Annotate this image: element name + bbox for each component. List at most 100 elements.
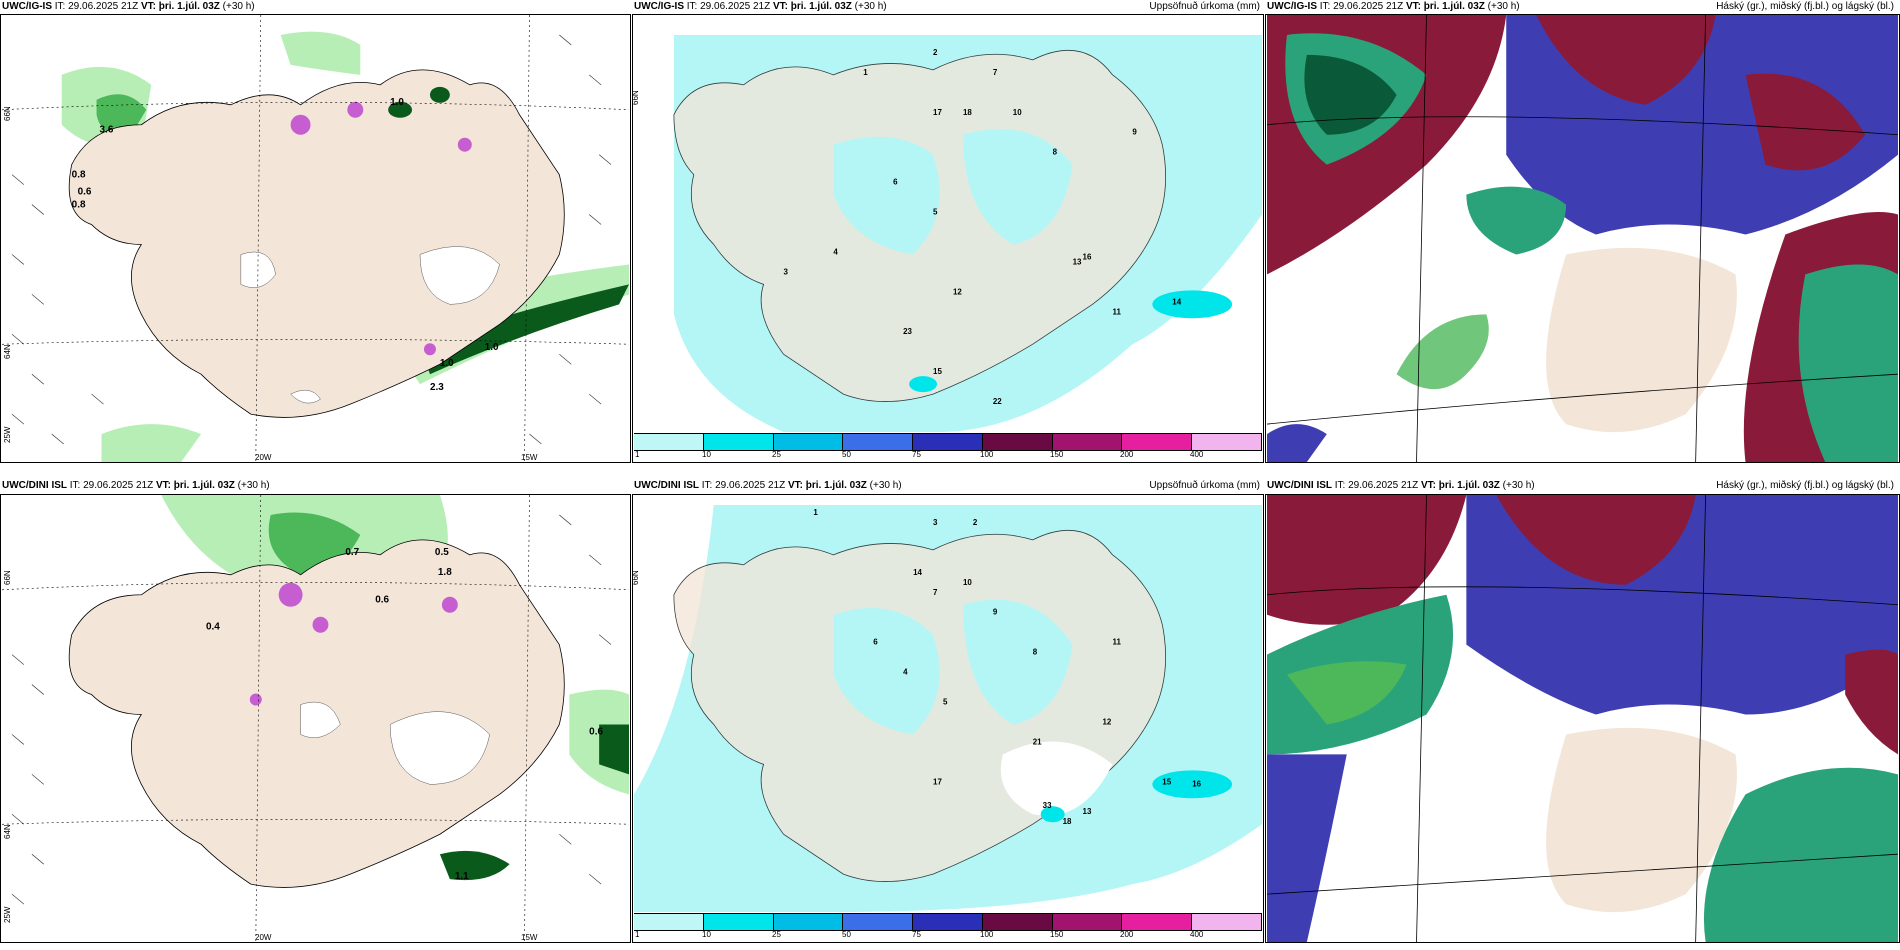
panel-bottom-middle-precip: 1 3 2 14 7 10 6 4 5 9 8 17 21 12 15 16 1…	[632, 494, 1264, 943]
svg-text:4: 4	[903, 668, 908, 677]
header-bottom-left: UWC/DINI ISL IT: 29.06.2025 21Z VT: þri.…	[2, 480, 270, 491]
svg-text:16: 16	[1083, 252, 1092, 261]
precip-map-svg: 2 1 7 17 18 10 8 6 5 4 3 12 13 15 22 23 …	[634, 15, 1262, 432]
svg-text:12: 12	[953, 287, 962, 296]
svg-text:1.0: 1.0	[390, 97, 404, 108]
lead-time: (+30 h)	[222, 1, 255, 12]
svg-text:0.6: 0.6	[589, 726, 603, 737]
value-label: 3.6	[100, 125, 114, 136]
svg-text:0.6: 0.6	[78, 187, 92, 198]
svg-text:8: 8	[1053, 148, 1058, 157]
svg-text:23: 23	[903, 327, 912, 336]
colorbar-swatches	[634, 433, 1263, 451]
svg-text:1: 1	[813, 508, 818, 517]
svg-text:1.8: 1.8	[438, 567, 452, 578]
svg-text:14: 14	[1172, 297, 1181, 306]
cloud-title-bottom: Háský (gr.), miðský (fj.bl.) og lágský (…	[1716, 480, 1894, 491]
svg-text:5: 5	[943, 697, 948, 706]
svg-text:2: 2	[973, 518, 978, 527]
map-bottom-middle: 1 3 2 14 7 10 6 4 5 9 8 17 21 12 15 16 1…	[634, 495, 1262, 912]
map-top-right	[1267, 15, 1898, 462]
colorbar-top: 1 10 25 50 75 100 150 200 400	[634, 433, 1263, 461]
panel-bottom-right-clouds	[1265, 494, 1900, 943]
colorbar-bottom: 1 10 25 50 75 100 150 200 400	[634, 913, 1263, 941]
panel-top-left-wind-map: 3.6 0.8 0.6 0.8 1.0 1.0 1.0 2.3 20W 15W …	[0, 14, 631, 463]
valid-time: þri. 1.júl. 03Z	[158, 1, 220, 12]
iceland-wind-map-svg: 3.6 0.8 0.6 0.8 1.0 1.0 1.0 2.3	[2, 15, 629, 462]
model-name: UWC/IG-IS	[2, 1, 52, 12]
lat-label-66n-b: 66N	[3, 570, 12, 585]
svg-text:18: 18	[1063, 817, 1072, 826]
svg-text:2: 2	[933, 48, 938, 57]
svg-text:0.8: 0.8	[72, 200, 86, 211]
svg-text:9: 9	[993, 608, 998, 617]
svg-text:3: 3	[933, 518, 938, 527]
svg-text:11: 11	[1112, 638, 1121, 647]
precip-map-svg-2: 1 3 2 14 7 10 6 4 5 9 8 17 21 12 15 16 1…	[634, 495, 1262, 912]
cloud-title-top: Háský (gr.), miðský (fj.bl.) og lágský (…	[1716, 1, 1894, 12]
panel-top-middle-precip: 2 1 7 17 18 10 8 6 5 4 3 12 13 15 22 23 …	[632, 14, 1264, 463]
panel-bottom-left-wind-map: 0.7 0.5 1.8 0.6 0.4 0.6 1.1 20W 15W 25W …	[0, 494, 631, 943]
header-top-middle: UWC/IG-IS IT: 29.06.2025 21Z VT: þri. 1.…	[634, 1, 887, 12]
svg-text:11: 11	[1112, 307, 1121, 316]
precip-title-bottom: Uppsöfnuð úrkoma (mm)	[1149, 480, 1260, 491]
cloud-map-svg-2	[1267, 495, 1898, 942]
header-bottom-middle: UWC/DINI ISL IT: 29.06.2025 21Z VT: þri.…	[634, 480, 902, 491]
svg-text:6: 6	[893, 178, 898, 187]
svg-text:13: 13	[1073, 257, 1082, 266]
svg-text:15: 15	[933, 367, 942, 376]
lat-label-64n-b: 64N	[3, 824, 12, 839]
lat-label-25w-b: 25W	[3, 906, 12, 923]
svg-text:3: 3	[784, 267, 789, 276]
svg-text:10: 10	[1013, 108, 1022, 117]
svg-text:5: 5	[933, 208, 938, 217]
svg-text:0.4: 0.4	[206, 622, 220, 633]
map-bottom-left: 0.7 0.5 1.8 0.6 0.4 0.6 1.1	[2, 495, 629, 942]
svg-text:8: 8	[1033, 648, 1038, 657]
svg-text:1: 1	[863, 68, 868, 77]
svg-text:18: 18	[963, 108, 972, 117]
map-bottom-right	[1267, 495, 1898, 942]
precip-title-top: Uppsöfnuð úrkoma (mm)	[1149, 1, 1260, 12]
panel-top-right-clouds	[1265, 14, 1900, 463]
svg-text:1.0: 1.0	[440, 358, 454, 369]
svg-text:2.3: 2.3	[430, 382, 444, 393]
svg-text:7: 7	[933, 588, 938, 597]
svg-text:4: 4	[833, 247, 838, 256]
svg-text:15: 15	[1162, 777, 1171, 786]
svg-text:10: 10	[963, 578, 972, 587]
svg-text:21: 21	[1033, 737, 1042, 746]
svg-text:1.1: 1.1	[455, 871, 469, 882]
svg-text:22: 22	[993, 397, 1002, 406]
svg-text:0.8: 0.8	[72, 170, 86, 181]
cloud-map-svg	[1267, 15, 1898, 462]
colorbar-labels: 1 10 25 50 75 100 150 200 400	[635, 450, 1204, 459]
svg-text:12: 12	[1103, 717, 1112, 726]
lat-label-66n-precip-b: 66N	[632, 570, 640, 585]
svg-text:6: 6	[873, 638, 878, 647]
lon-label-15w: 15W	[521, 453, 538, 462]
header-top-right: UWC/IG-IS IT: 29.06.2025 21Z VT: þri. 1.…	[1267, 1, 1520, 12]
lat-label-25w: 25W	[3, 426, 12, 443]
map-top-middle: 2 1 7 17 18 10 8 6 5 4 3 12 13 15 22 23 …	[634, 15, 1262, 432]
svg-text:0.6: 0.6	[375, 595, 389, 606]
lat-label-66n: 66N	[3, 106, 12, 121]
map-top-left: 3.6 0.8 0.6 0.8 1.0 1.0 1.0 2.3	[2, 15, 629, 462]
svg-text:17: 17	[933, 108, 942, 117]
svg-text:33: 33	[1043, 801, 1052, 810]
lat-label-66n-precip: 66N	[632, 90, 640, 105]
lon-label-20w-b: 20W	[255, 933, 272, 942]
iceland-wind-map-svg-2: 0.7 0.5 1.8 0.6 0.4 0.6 1.1	[2, 495, 629, 942]
lat-label-64n: 64N	[3, 344, 12, 359]
svg-text:9: 9	[1132, 128, 1137, 137]
svg-text:14: 14	[913, 568, 922, 577]
header-bottom-right: UWC/DINI ISL IT: 29.06.2025 21Z VT: þri.…	[1267, 480, 1535, 491]
svg-text:16: 16	[1192, 779, 1201, 788]
svg-text:7: 7	[993, 68, 998, 77]
svg-text:1.0: 1.0	[485, 342, 499, 353]
header-top-left: UWC/IG-IS IT: 29.06.2025 21Z VT: þri. 1.…	[2, 1, 255, 12]
svg-text:17: 17	[933, 777, 942, 786]
svg-text:0.5: 0.5	[435, 547, 449, 558]
lon-label-20w: 20W	[255, 453, 272, 462]
svg-text:0.7: 0.7	[345, 547, 359, 558]
